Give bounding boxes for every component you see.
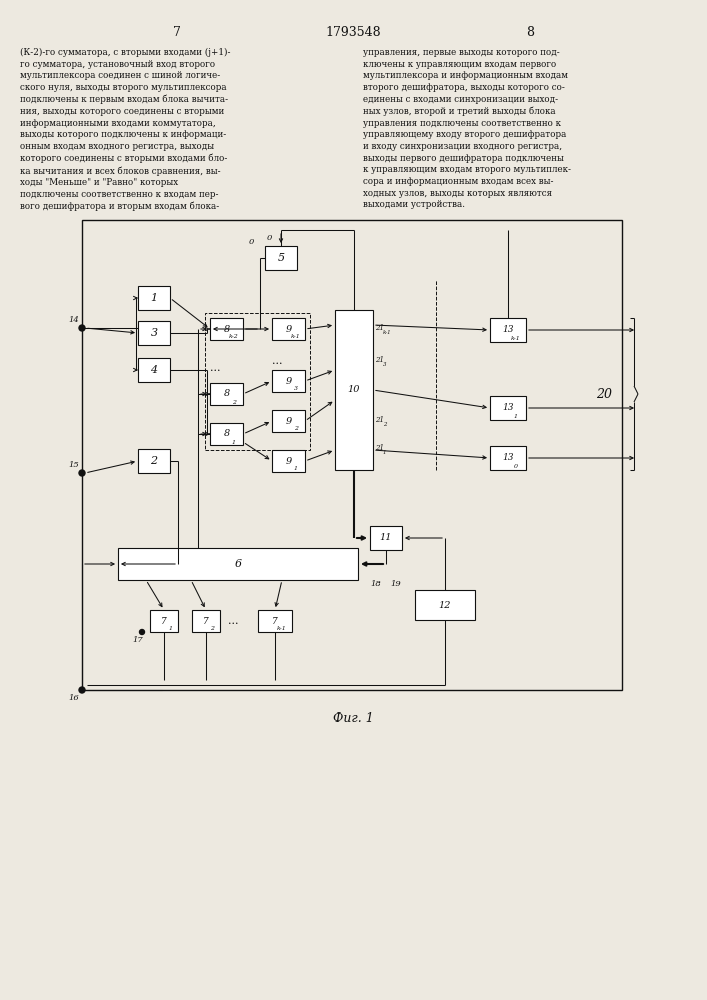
Bar [490, 446, 526, 470]
Text: 1: 1 [383, 450, 387, 454]
Text: 1: 1 [514, 414, 518, 420]
Bar [118, 548, 358, 580]
Text: k-1: k-1 [276, 626, 286, 632]
Bar [370, 526, 402, 550]
Text: 7: 7 [203, 616, 209, 626]
Text: 4: 4 [151, 365, 158, 375]
Text: 8: 8 [223, 389, 230, 398]
Bar [490, 396, 526, 420]
Text: 7: 7 [161, 616, 167, 626]
Text: k-2: k-2 [229, 334, 239, 340]
Text: 2: 2 [232, 399, 235, 404]
Text: 2: 2 [294, 426, 298, 432]
Text: 3: 3 [294, 386, 298, 391]
Bar [138, 449, 170, 473]
Bar [82, 220, 622, 690]
Bar [258, 610, 292, 632]
Text: 0: 0 [267, 234, 271, 242]
Text: 0: 0 [248, 238, 254, 246]
Text: 13: 13 [502, 403, 514, 412]
Text: 0: 0 [514, 464, 518, 470]
Text: 1: 1 [232, 440, 235, 444]
Bar [272, 410, 305, 432]
Text: 1: 1 [168, 626, 173, 632]
Bar [272, 370, 305, 392]
Text: 20: 20 [596, 387, 612, 400]
Text: 9: 9 [286, 324, 291, 334]
Text: 13: 13 [502, 326, 514, 334]
Text: 1: 1 [151, 293, 158, 303]
Circle shape [79, 470, 85, 476]
Text: 10: 10 [348, 385, 361, 394]
Text: 21: 21 [375, 444, 384, 452]
Bar [272, 318, 305, 340]
Bar [265, 246, 297, 270]
Text: 13: 13 [502, 454, 514, 462]
Text: 7: 7 [173, 25, 181, 38]
Text: Фиг. 1: Фиг. 1 [332, 712, 373, 724]
Text: 3: 3 [383, 361, 387, 366]
Text: 21: 21 [375, 356, 384, 364]
Text: k-1: k-1 [383, 330, 392, 334]
Text: управления, первые выходы которого под-
ключены к управляющим входам первого
мул: управления, первые выходы которого под- … [363, 48, 571, 209]
Bar [210, 318, 243, 340]
Bar [138, 358, 170, 382]
Text: 21: 21 [375, 324, 384, 332]
Text: 3: 3 [151, 328, 158, 338]
Bar [205, 313, 310, 450]
Text: 15: 15 [69, 461, 79, 469]
Bar [335, 310, 373, 470]
Text: 8: 8 [223, 324, 230, 334]
Text: 6: 6 [235, 559, 242, 569]
Bar [210, 423, 243, 445]
Bar [415, 590, 475, 620]
Text: 21: 21 [375, 416, 384, 424]
Circle shape [79, 687, 85, 693]
Text: 1: 1 [294, 466, 298, 472]
Text: 14: 14 [69, 316, 79, 324]
Text: 2: 2 [383, 422, 387, 426]
Circle shape [79, 325, 85, 331]
Text: ...: ... [210, 363, 221, 373]
Text: 8: 8 [223, 430, 230, 438]
Text: k-1: k-1 [291, 334, 300, 340]
Bar [192, 610, 220, 632]
Circle shape [139, 630, 144, 635]
Text: 2: 2 [210, 626, 214, 632]
Text: ...: ... [271, 356, 282, 366]
Bar [490, 318, 526, 342]
Text: 12: 12 [439, 600, 451, 609]
Text: 11: 11 [380, 534, 392, 542]
Bar [210, 383, 243, 405]
Text: 8: 8 [526, 25, 534, 38]
Text: ...: ... [228, 616, 238, 626]
Text: (К-2)-го сумматора, с вторыми входами (j+1)-
го сумматора, установочный вход вто: (К-2)-го сумматора, с вторыми входами (j… [20, 48, 230, 211]
Text: 9: 9 [286, 456, 291, 466]
Text: 16: 16 [69, 694, 79, 702]
Text: 7: 7 [272, 616, 278, 626]
Text: 2: 2 [151, 456, 158, 466]
Bar [138, 321, 170, 345]
Text: 9: 9 [286, 376, 291, 385]
Bar [138, 286, 170, 310]
Text: 5: 5 [277, 253, 284, 263]
Bar [272, 450, 305, 472]
Text: 18: 18 [370, 580, 381, 588]
Bar [150, 610, 178, 632]
Text: 1793548: 1793548 [325, 25, 381, 38]
Text: 19: 19 [391, 580, 402, 588]
Text: k-1: k-1 [511, 336, 521, 342]
Text: 9: 9 [286, 416, 291, 426]
Text: 17: 17 [133, 636, 144, 644]
